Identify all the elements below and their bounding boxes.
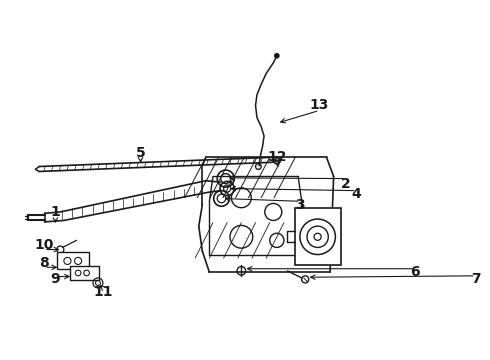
Text: 5: 5 bbox=[136, 146, 146, 160]
Text: 12: 12 bbox=[267, 150, 287, 164]
Text: 8: 8 bbox=[39, 256, 49, 270]
Circle shape bbox=[275, 54, 279, 58]
Text: 11: 11 bbox=[93, 285, 113, 299]
Text: 9: 9 bbox=[50, 273, 60, 286]
Text: 1: 1 bbox=[50, 205, 60, 219]
Text: 13: 13 bbox=[310, 99, 329, 112]
Text: 10: 10 bbox=[34, 238, 54, 252]
FancyBboxPatch shape bbox=[70, 266, 98, 280]
Text: 4: 4 bbox=[351, 187, 361, 201]
Text: 6: 6 bbox=[411, 265, 420, 279]
Text: 2: 2 bbox=[341, 176, 350, 190]
Text: 7: 7 bbox=[471, 273, 480, 286]
FancyBboxPatch shape bbox=[57, 252, 89, 269]
Text: 3: 3 bbox=[295, 198, 305, 212]
FancyBboxPatch shape bbox=[294, 208, 341, 265]
